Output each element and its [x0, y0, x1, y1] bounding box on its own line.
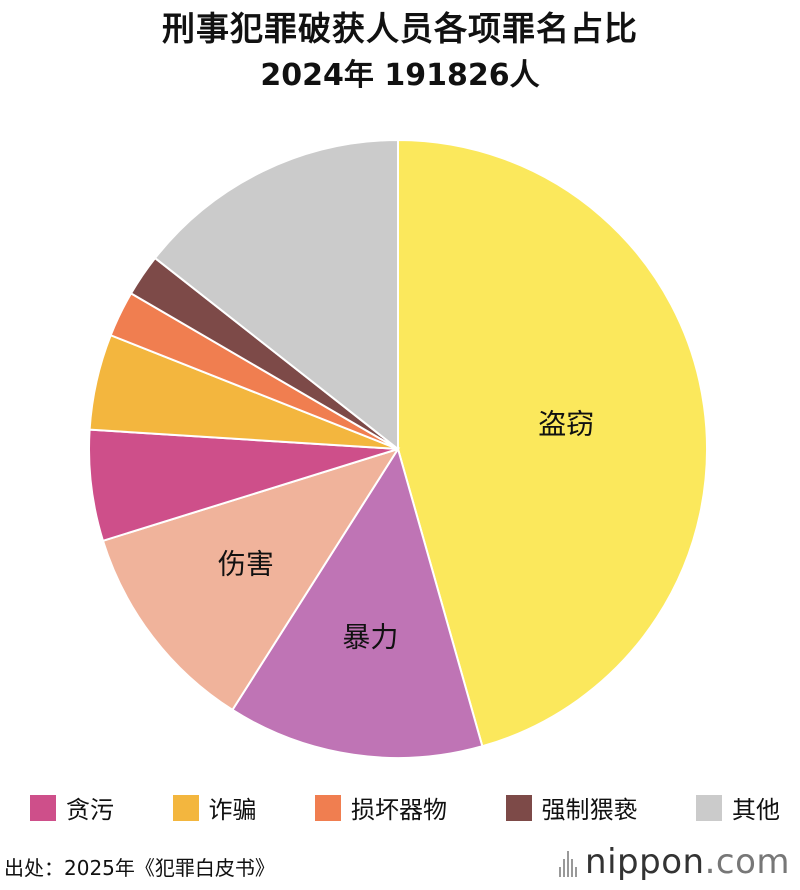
- brand-suffix: .com: [704, 842, 790, 882]
- legend: 贪污 诈骗 损坏器物 强制猥亵 其他: [30, 790, 780, 825]
- legend-label: 强制猥亵: [541, 796, 638, 824]
- pie-slice-7: [153, 138, 399, 452]
- chart-subtitle: 2024年 191826人: [260, 58, 540, 93]
- chart-title: 刑事犯罪破获人员各项罪名占比: [162, 9, 638, 48]
- brand-name: nippon: [585, 842, 705, 882]
- legend-item-qiangzhiweixie: 强制猥亵: [505, 790, 638, 825]
- legend-item-qita: 其他: [696, 790, 780, 825]
- legend-label: 损坏器物: [351, 796, 447, 824]
- pie-slice-0: [397, 138, 708, 748]
- pie-slice-1: [231, 446, 484, 759]
- source-note: 出处：2025年《犯罪白皮书》: [4, 856, 275, 880]
- brand-logo: nippon.com: [559, 842, 790, 882]
- legend-item-tanwu: 贪污: [30, 790, 114, 825]
- legend-swatch: [505, 794, 532, 821]
- legend-item-sunhuaiqiwu: 损坏器物: [315, 790, 447, 825]
- slice-label-1: 暴力: [342, 621, 398, 654]
- legend-swatch: [30, 794, 56, 821]
- legend-swatch: [172, 794, 199, 821]
- legend-swatch: [315, 794, 341, 821]
- pie-slice-2: [101, 447, 401, 712]
- legend-label: 诈骗: [208, 796, 257, 824]
- legend-item-zhapian: 诈骗: [172, 790, 257, 825]
- brand-bars-icon: [559, 847, 578, 877]
- legend-swatch: [696, 794, 722, 821]
- slice-label-2: 伤害: [218, 548, 274, 581]
- slice-label-0: 盗窃: [538, 408, 594, 441]
- legend-label: 贪污: [66, 796, 114, 824]
- legend-label: 其他: [732, 796, 780, 824]
